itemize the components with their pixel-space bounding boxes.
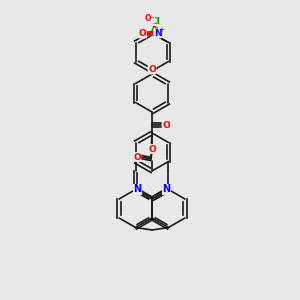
Text: O: O bbox=[162, 121, 170, 130]
Text: O: O bbox=[148, 145, 156, 154]
Text: N: N bbox=[154, 29, 161, 38]
Text: Cl: Cl bbox=[150, 16, 160, 26]
Text: O⁻: O⁻ bbox=[144, 14, 155, 23]
Text: N: N bbox=[162, 184, 170, 194]
Text: O: O bbox=[133, 152, 141, 161]
Text: +: + bbox=[158, 28, 164, 34]
Text: O: O bbox=[148, 65, 156, 74]
Text: N: N bbox=[134, 184, 142, 194]
Text: O: O bbox=[139, 29, 146, 38]
